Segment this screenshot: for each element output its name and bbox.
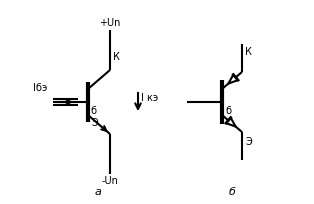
Text: Э: Э (91, 118, 98, 128)
Text: а: а (95, 187, 101, 197)
Text: К: К (245, 47, 252, 57)
Text: б: б (225, 106, 231, 116)
Text: К: К (113, 52, 120, 62)
Text: б: б (90, 106, 96, 116)
Text: +Un: +Un (99, 18, 121, 28)
Text: б: б (229, 187, 236, 197)
Text: -Un: -Un (101, 176, 118, 186)
Text: Э: Э (245, 137, 252, 147)
Polygon shape (226, 118, 236, 127)
Text: Iбэ: Iбэ (33, 83, 47, 93)
Text: I кэ: I кэ (141, 93, 158, 103)
Polygon shape (228, 75, 238, 84)
